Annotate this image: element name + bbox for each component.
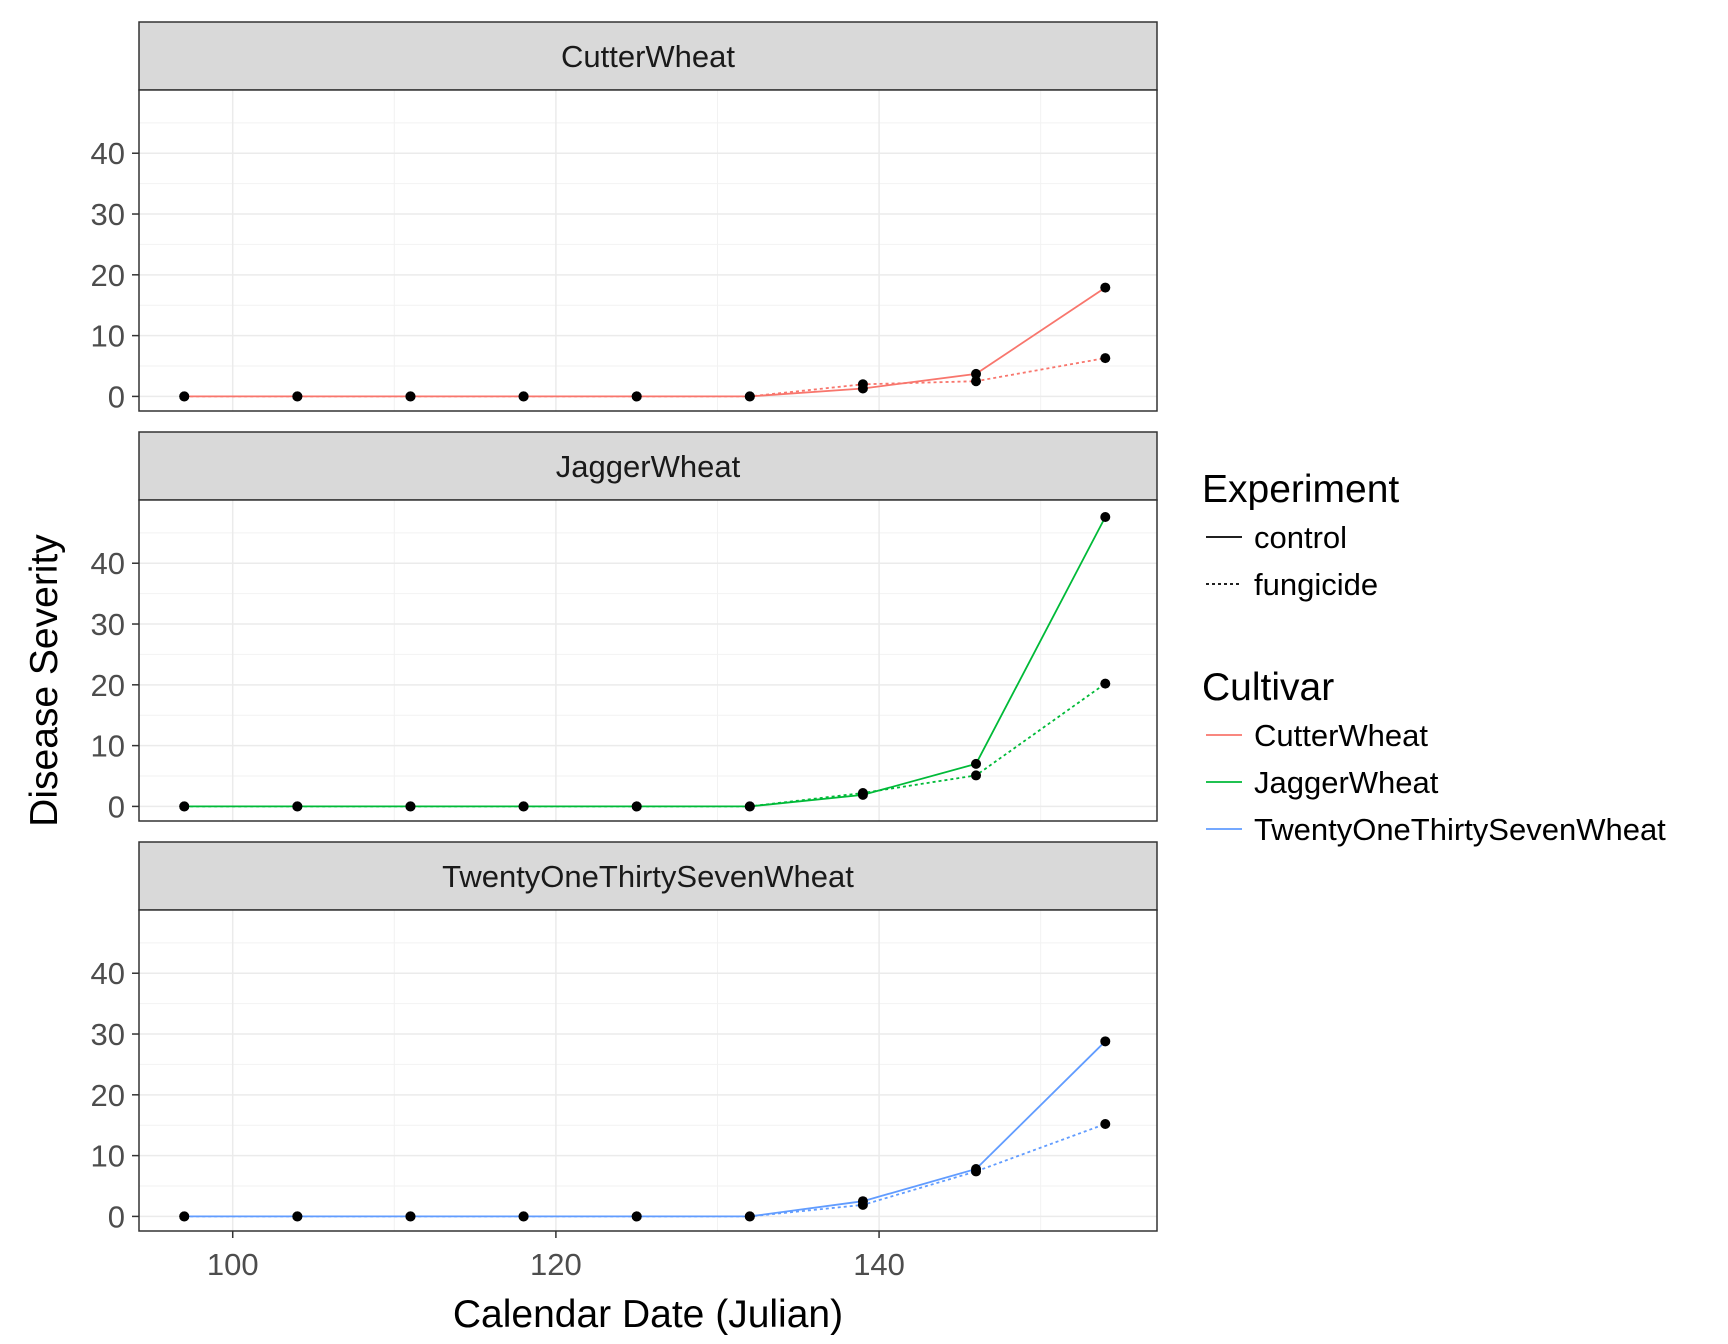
legend-label-TwentyOneThirtySevenWheat: TwentyOneThirtySevenWheat [1254, 812, 1666, 847]
legend-title-experiment: Experiment [1202, 468, 1399, 511]
facet-strip-label: CutterWheat [561, 39, 735, 74]
x-tick-label: 120 [530, 1247, 582, 1282]
data-point-fungicide [518, 801, 529, 812]
x-axis-title: Calendar Date (Julian) [453, 1293, 843, 1336]
data-point-control [1100, 1036, 1111, 1047]
y-tick-label: 10 [91, 319, 125, 354]
y-tick-label: 30 [91, 607, 125, 642]
panel-border [138, 499, 1158, 822]
data-point-fungicide [1100, 353, 1111, 364]
data-point-control [971, 758, 982, 769]
data-point-fungicide [1100, 1119, 1111, 1129]
y-tick-label: 40 [91, 956, 125, 991]
data-point-fungicide [405, 391, 416, 402]
x-tick-label: 100 [207, 1247, 259, 1282]
data-point-fungicide [744, 801, 755, 812]
facet-panels: CutterWheat 0 10 20 30 40 JaggerWheat 0 10 20 30 40… [91, 21, 1158, 1234]
data-point-fungicide [292, 1211, 303, 1222]
facet-strip [138, 21, 1158, 91]
y-axis-title: Disease Severity [23, 534, 66, 827]
data-point-control [1100, 282, 1111, 293]
data-point-control [971, 368, 982, 379]
panel-background [139, 500, 1157, 821]
legend-label-control: control [1254, 520, 1347, 555]
data-point-fungicide [292, 391, 303, 402]
facet-strip-label: TwentyOneThirtySevenWheat [442, 859, 854, 894]
facet-panel-1: JaggerWheat 0 10 20 30 40 [91, 431, 1158, 824]
x-tick-label: 140 [853, 1247, 905, 1282]
data-point-fungicide [1100, 678, 1111, 689]
y-tick-label: 20 [91, 258, 125, 293]
facet-panel-0: CutterWheat 0 10 20 30 40 [91, 21, 1158, 414]
y-tick-label: 20 [91, 1078, 125, 1113]
data-point-fungicide [971, 1166, 982, 1177]
data-point-fungicide [292, 801, 303, 812]
y-tick-label: 30 [91, 1017, 125, 1052]
legend-label-CutterWheat: CutterWheat [1254, 718, 1428, 753]
y-tick-label: 20 [91, 668, 125, 703]
panel-background [139, 90, 1157, 411]
data-point-fungicide [179, 1211, 190, 1222]
y-tick-label: 0 [108, 1199, 125, 1234]
y-tick-label: 10 [91, 729, 125, 764]
data-point-fungicide [405, 1211, 416, 1222]
data-point-fungicide [971, 770, 982, 781]
legend-label-fungicide: fungicide [1254, 567, 1378, 602]
data-point-fungicide [179, 801, 190, 812]
data-point-fungicide [518, 1211, 529, 1222]
data-point-fungicide [631, 391, 642, 402]
panel-border [138, 909, 1158, 1232]
facet-panel-2: TwentyOneThirtySevenWheat 0 10 20 30 40 [91, 841, 1158, 1234]
data-point-fungicide [405, 801, 416, 812]
legend: Experiment control fungicide Cultivar Cutter… [1202, 468, 1666, 847]
facet-strip [138, 431, 1158, 501]
data-point-fungicide [857, 379, 868, 390]
legend-title-cultivar: Cultivar [1202, 666, 1334, 709]
data-point-fungicide [857, 788, 868, 799]
data-point-fungicide [971, 376, 982, 387]
panel-background [139, 910, 1157, 1231]
y-tick-label: 40 [91, 136, 125, 171]
y-tick-label: 30 [91, 197, 125, 232]
y-tick-label: 10 [91, 1139, 125, 1174]
data-point-control [1100, 512, 1111, 523]
y-tick-label: 40 [91, 546, 125, 581]
data-point-fungicide [857, 1199, 868, 1210]
y-tick-label: 0 [108, 379, 125, 414]
data-point-fungicide [179, 391, 190, 402]
data-point-fungicide [744, 391, 755, 402]
facet-strip-label: JaggerWheat [556, 449, 741, 484]
data-point-fungicide [518, 391, 529, 402]
data-point-fungicide [744, 1211, 755, 1222]
legend-label-JaggerWheat: JaggerWheat [1254, 765, 1439, 800]
x-axis: 100 120 140 [207, 1231, 905, 1282]
facet-strip [138, 841, 1158, 911]
panel-border [138, 89, 1158, 412]
data-point-fungicide [631, 801, 642, 812]
data-point-fungicide [631, 1211, 642, 1222]
y-tick-label: 0 [108, 789, 125, 824]
